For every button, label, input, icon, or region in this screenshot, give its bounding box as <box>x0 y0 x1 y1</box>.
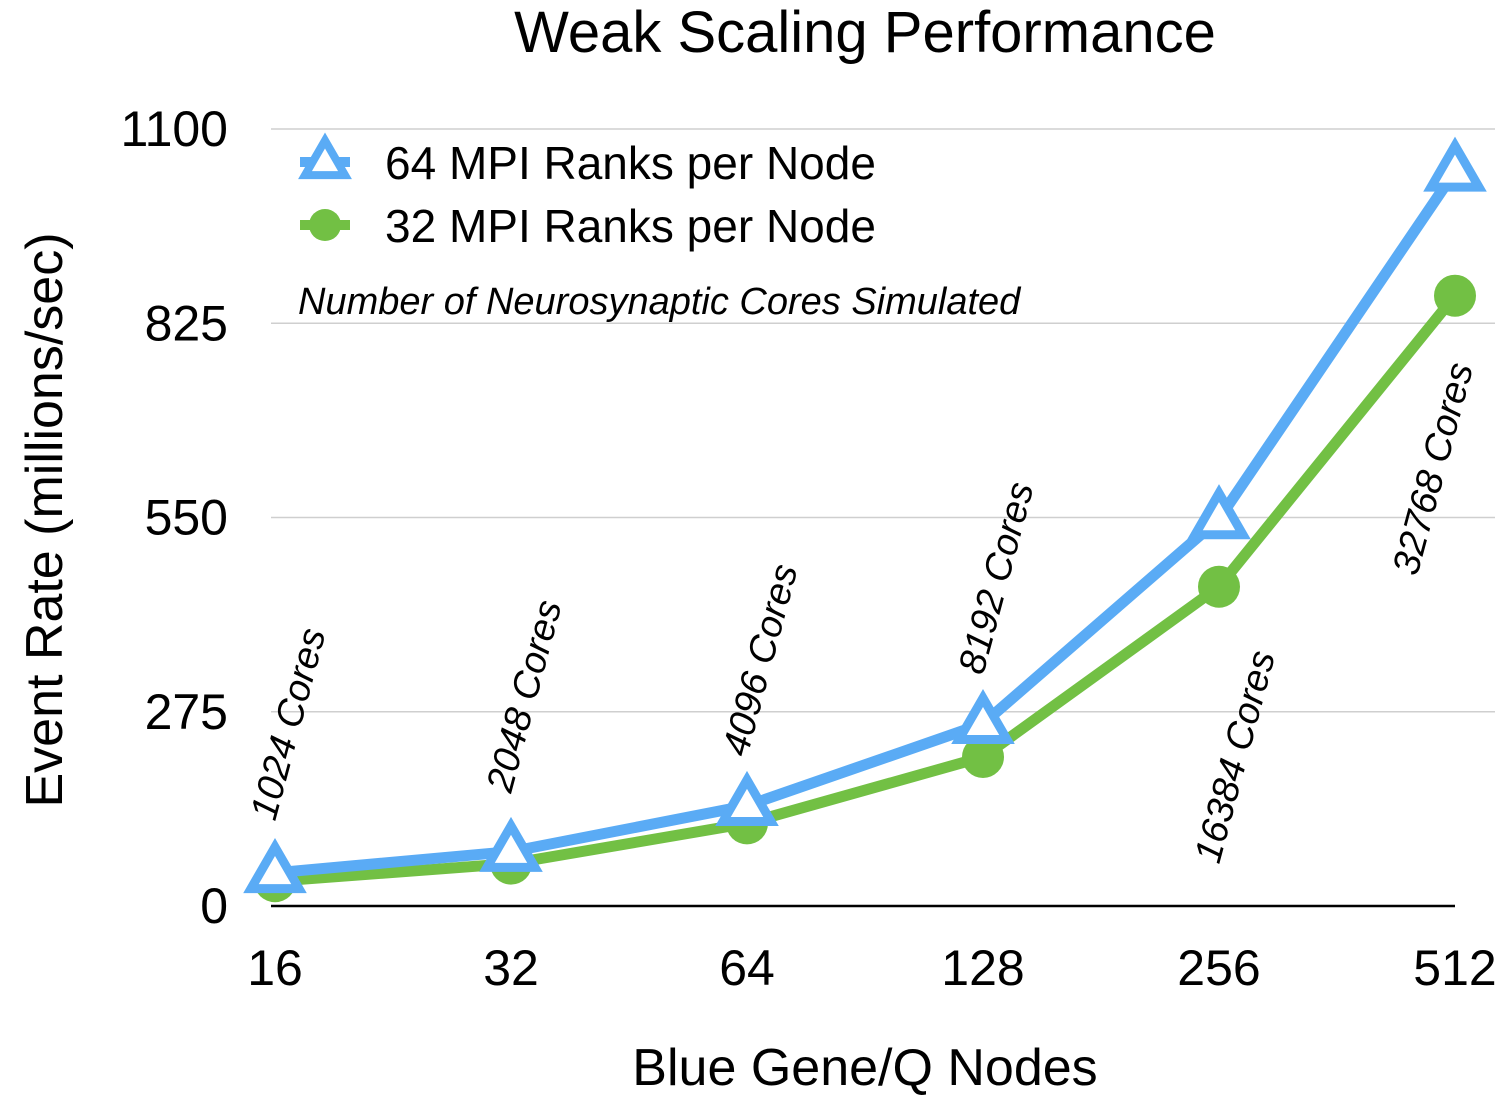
chart-title: Weak Scaling Performance <box>514 0 1216 65</box>
core-count-annotation: 8192 Cores <box>951 478 1042 679</box>
series-32-ranks <box>254 274 1476 903</box>
x-tick-label: 64 <box>719 940 775 996</box>
circle-point <box>962 735 1004 778</box>
gridlines <box>271 128 1495 908</box>
x-axis-label: Blue Gene/Q Nodes <box>632 1039 1097 1097</box>
triangle-point <box>1187 484 1251 540</box>
y-tick-label: 825 <box>145 295 228 351</box>
y-axis-ticks: 0 275 550 825 1100 <box>120 101 228 934</box>
core-count-annotation: 4096 Cores <box>715 560 806 761</box>
triangle-point <box>479 816 543 872</box>
legend-label-64-ranks: 64 MPI Ranks per Node <box>385 137 876 189</box>
y-tick-label: 275 <box>145 684 228 740</box>
y-tick-label: 1100 <box>120 101 228 157</box>
circle-point <box>1434 274 1476 317</box>
triangle-point <box>715 770 779 826</box>
annotation-title: Number of Neurosynaptic Cores Simulated <box>298 281 1022 323</box>
triangle-point <box>243 838 307 894</box>
x-tick-label: 256 <box>1177 940 1260 996</box>
series-64-ranks <box>243 136 1487 894</box>
x-tick-label: 512 <box>1413 940 1496 996</box>
core-count-annotation: 2048 Cores <box>479 596 571 798</box>
legend-triangle-icon <box>298 132 352 180</box>
series-layer <box>243 136 1487 903</box>
y-tick-label: 0 <box>200 878 228 934</box>
triangle-point <box>1423 136 1487 192</box>
circle-point <box>1198 565 1240 608</box>
legend-item-32-ranks: 32 MPI Ranks per Node <box>300 200 876 252</box>
series-line <box>274 292 1460 887</box>
legend: 64 MPI Ranks per Node 32 MPI Ranks per N… <box>298 132 876 252</box>
series-line <box>274 168 1460 879</box>
y-tick-label: 550 <box>145 490 228 546</box>
core-count-annotation: 32768 Cores <box>1385 358 1482 579</box>
legend-item-64-ranks: 64 MPI Ranks per Node <box>298 132 876 189</box>
x-axis-ticks: 16 32 64 128 256 512 <box>247 940 1497 996</box>
x-tick-label: 16 <box>247 940 303 996</box>
x-tick-label: 128 <box>941 940 1024 996</box>
x-tick-label: 32 <box>483 940 539 996</box>
triangle-point <box>951 688 1015 745</box>
core-count-annotation: 16384 Cores <box>1187 646 1284 867</box>
core-count-annotation: 1024 Cores <box>243 624 334 825</box>
legend-circle-icon <box>309 209 341 241</box>
y-axis-label: Event Rate (millions/sec) <box>16 232 74 807</box>
legend-label-32-ranks: 32 MPI Ranks per Node <box>385 200 876 252</box>
